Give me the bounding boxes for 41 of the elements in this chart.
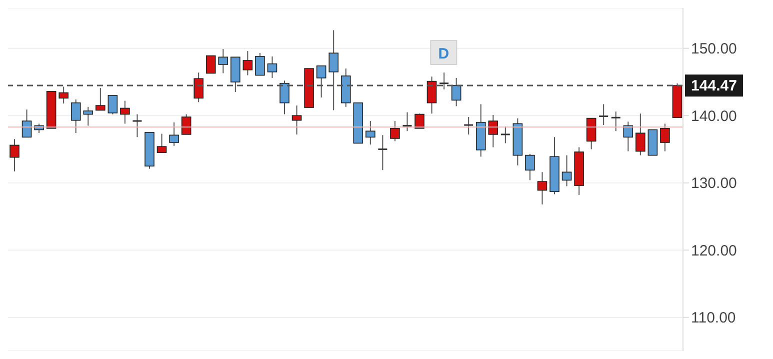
- candlestick: [10, 138, 20, 172]
- candlestick: [500, 126, 510, 144]
- candlestick: [108, 94, 118, 115]
- candlestick: [181, 114, 192, 135]
- candlestick: [120, 100, 130, 124]
- candlestick: [206, 55, 216, 74]
- candlestick: [132, 114, 142, 138]
- candlestick: [169, 122, 179, 146]
- candlestick: [611, 111, 620, 132]
- candlestick: [390, 120, 400, 142]
- candlestick: [22, 109, 32, 138]
- candlestick: [292, 105, 302, 135]
- candlestick: [599, 104, 608, 126]
- candlestick: [464, 116, 474, 135]
- y-tick-label: 110.00: [691, 310, 736, 327]
- candlestick: [255, 52, 265, 76]
- annotation: D: [438, 46, 450, 63]
- candlestick: [378, 134, 388, 171]
- candlestick: [267, 56, 278, 78]
- candlestick: [218, 48, 228, 74]
- y-tick-label: 150.00: [691, 40, 737, 58]
- candlestick: [58, 86, 68, 104]
- y-tick-label: 130.00: [691, 175, 737, 192]
- candlestick: [623, 121, 634, 152]
- candlestick: [636, 113, 646, 156]
- y-tick-label: 120.00: [691, 242, 737, 260]
- y-tick-label: 140.00: [691, 108, 737, 125]
- candlestick: [414, 113, 424, 129]
- candlestick: [537, 172, 548, 205]
- candlestick: [366, 120, 376, 146]
- candlestick: [562, 154, 572, 187]
- candlestick: [242, 50, 253, 76]
- candlestick: [156, 133, 167, 154]
- ref-line-label: 144.47: [691, 78, 737, 95]
- candlestick: [488, 114, 498, 148]
- candlestick: [586, 118, 596, 150]
- candlestick: [525, 153, 535, 181]
- candlestick: [402, 112, 412, 132]
- candlestick: [660, 123, 670, 152]
- candlestick: [70, 98, 81, 134]
- candlestick: [83, 106, 94, 126]
